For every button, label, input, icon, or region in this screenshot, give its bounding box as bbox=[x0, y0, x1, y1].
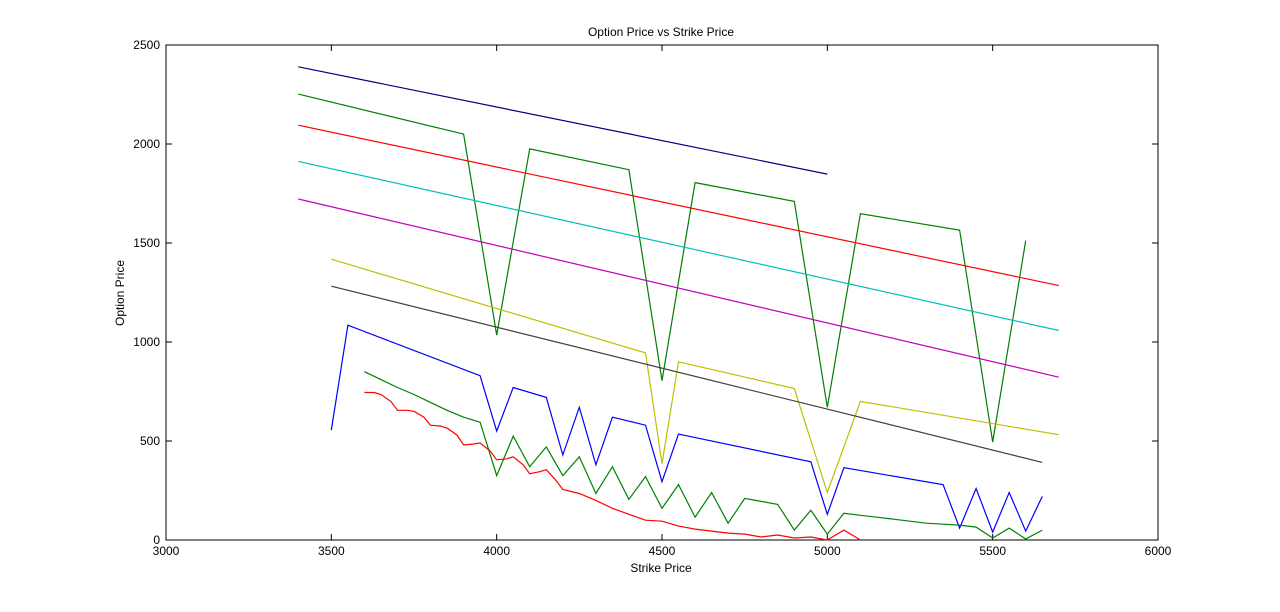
x-tick-label: 3500 bbox=[318, 544, 345, 558]
series-line-6 bbox=[331, 258, 1059, 495]
axis-ticks: 3000 3500 4000 4500 5000 5500 6000 0 500 1000 1500… bbox=[133, 38, 1171, 558]
series-group bbox=[298, 66, 1059, 541]
series-line-7 bbox=[331, 285, 1043, 463]
y-tick-label: 2500 bbox=[133, 38, 160, 52]
y-tick-label: 1500 bbox=[133, 236, 160, 250]
series-line-3 bbox=[298, 124, 1059, 287]
series-line-5 bbox=[298, 198, 1059, 378]
y-tick-label: 0 bbox=[153, 533, 160, 547]
series-line-2 bbox=[298, 93, 1027, 443]
plot-area bbox=[165, 44, 1159, 541]
x-tick-label: 5500 bbox=[979, 544, 1006, 558]
x-tick-label: 4500 bbox=[649, 544, 676, 558]
x-tick-label: 5000 bbox=[814, 544, 841, 558]
series-line-4 bbox=[298, 160, 1059, 332]
series-line-10 bbox=[364, 391, 861, 541]
y-axis-label: Option Price bbox=[113, 260, 127, 326]
y-tick-label: 2000 bbox=[133, 137, 160, 151]
x-axis-label: Strike Price bbox=[630, 561, 692, 575]
series-line-9 bbox=[364, 371, 1043, 540]
x-tick-label: 6000 bbox=[1145, 544, 1172, 558]
x-tick-label: 4000 bbox=[483, 544, 510, 558]
chart-title: Option Price vs Strike Price bbox=[588, 25, 734, 39]
x-tick-label: 3000 bbox=[153, 544, 180, 558]
y-tick-label: 1000 bbox=[133, 335, 160, 349]
series-line-1 bbox=[298, 66, 828, 175]
y-tick-label: 500 bbox=[140, 434, 160, 448]
series-line-8 bbox=[330, 324, 1043, 534]
